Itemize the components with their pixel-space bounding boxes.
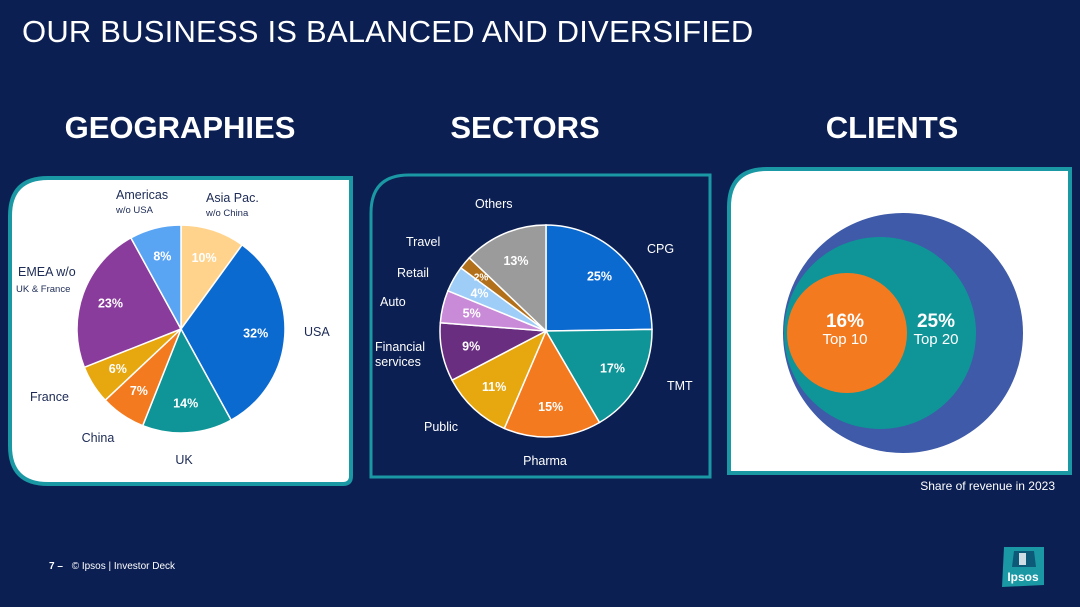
page-number: 7 –: [49, 561, 63, 572]
category-sublabel-americas: w/o USA: [115, 205, 154, 216]
data-label-cpg: 25%: [587, 270, 612, 284]
sectors-panel: 25% CPG 17% TMT 15% Pharma 11% Public 9% Financia…: [369, 173, 714, 483]
circle-top-10: [787, 273, 907, 393]
data-label-retail: 4%: [470, 287, 488, 301]
data-label-china: 7%: [130, 384, 148, 398]
ipsos-logo: Ipsos: [1000, 545, 1046, 589]
slide-title: OUR BUSINESS IS BALANCED AND DIVERSIFIED: [22, 14, 754, 49]
category-label-travel: Travel: [406, 235, 440, 249]
data-label-americas: 8%: [153, 250, 171, 264]
clients-chart: 16%Top 10 25%Top 20: [727, 167, 1072, 475]
pie-slice-cpg: [545, 224, 653, 332]
data-label-others: 13%: [503, 254, 528, 268]
geographies-pie-chart: 10% Asia Pac. w/o China 32% USA 14% UK 7% China 6…: [8, 176, 353, 486]
data-label-usa: 32%: [243, 327, 268, 341]
category-label-retail: Retail: [397, 266, 429, 280]
data-label-top-20: 25%: [917, 311, 955, 332]
svg-text:Ipsos: Ipsos: [1007, 570, 1039, 584]
data-label-pharma: 15%: [538, 400, 563, 414]
category-sublabel-emea-w-o: UK & France: [16, 284, 70, 295]
footer-copyright: © Ipsos | Investor Deck: [71, 561, 176, 572]
data-label-uk: 14%: [173, 397, 198, 411]
pie-slice-pharma: [503, 329, 601, 438]
category-label-uk: UK: [175, 453, 193, 467]
pie-slice-public: [451, 329, 548, 430]
data-label-emea-w-o: 23%: [98, 297, 123, 311]
category-label-top-10: Top 10: [822, 331, 867, 348]
data-label-public: 11%: [482, 380, 506, 394]
data-label-travel: 2%: [474, 272, 489, 283]
geographies-panel: 10% Asia Pac. w/o China 32% USA 14% UK 7% China 6…: [8, 176, 354, 486]
data-label-auto: 5%: [463, 306, 481, 320]
section-title-clients: CLIENTS: [825, 110, 959, 145]
category-label-auto: Auto: [380, 295, 406, 309]
category-label-top-20: Top 20: [913, 331, 958, 348]
pie-slice-others: [468, 224, 547, 333]
section-title-geographies: GEOGRAPHIES: [64, 110, 296, 145]
data-label-top-10: 16%: [826, 311, 864, 332]
section-title-sectors: SECTORS: [450, 110, 600, 145]
data-label-france: 6%: [109, 362, 127, 376]
pie-slice-tmt: [544, 328, 653, 424]
footer: 7 – © Ipsos | Investor Deck: [49, 561, 175, 572]
category-label-france: France: [30, 390, 69, 404]
category-label-usa: USA: [304, 325, 330, 339]
pie-slice-americas: [129, 224, 182, 330]
category-label-emea-w-o: EMEA w/o: [18, 265, 76, 279]
pie-slice-usa: [180, 243, 286, 422]
category-label-financial-services: Financial services: [375, 340, 425, 369]
clients-caption: Share of revenue in 2023: [920, 479, 1055, 493]
data-label-tmt: 17%: [600, 362, 625, 376]
category-label-cpg: CPG: [647, 242, 674, 256]
data-label-financial-services: 9%: [462, 339, 480, 353]
category-label-pharma: Pharma: [523, 454, 567, 468]
data-label-asia-pac: 10%: [192, 251, 217, 265]
category-label-asia-pac: Asia Pac.: [206, 191, 259, 205]
category-label-others: Others: [475, 197, 513, 211]
pie-slice-emea-w-o: [76, 236, 183, 369]
sectors-pie-chart: 25% CPG 17% TMT 15% Pharma 11% Public 9% Financia…: [369, 173, 712, 479]
pie-slice-uk: [141, 327, 233, 434]
category-label-tmt: TMT: [667, 379, 693, 393]
clients-panel: 16% Top 10 25% Top 20: [727, 167, 1072, 477]
category-sublabel-asia-pac: w/o China: [205, 208, 249, 219]
category-label-public: Public: [424, 420, 458, 434]
category-label-americas: Americas: [116, 188, 168, 202]
category-label-china: China: [82, 431, 115, 445]
